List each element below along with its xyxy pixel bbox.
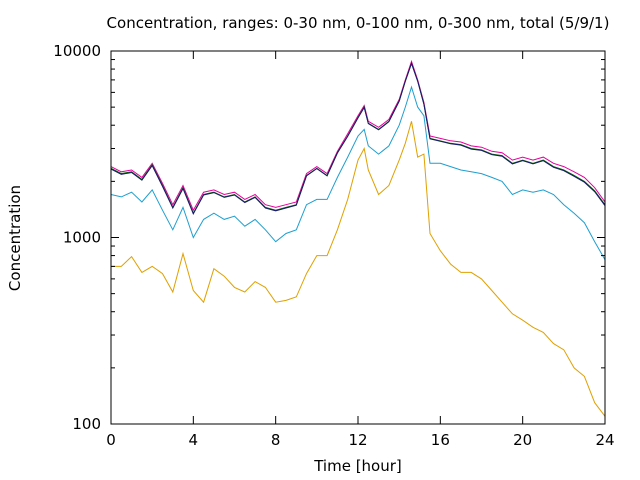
x-axis-label: Time [hour] [313,457,402,475]
plot-frame [110,50,606,425]
x-tick-label: 20 [513,431,532,449]
x-tick-label: 0 [106,431,116,449]
x-tick-label: 16 [431,431,450,449]
series-line-5 [111,121,606,417]
y-axis-label: Concentration [6,185,24,291]
x-axis: 0 4 8 12 16 20 24 [106,51,615,449]
y-axis: 100 1000 10000 [53,42,605,433]
series-line-3 [110,61,606,215]
y-tick-label: 10000 [53,42,101,60]
plot-series [110,59,606,417]
y-tick-label: 1000 [63,229,101,247]
x-tick-label: 12 [348,431,367,449]
series-line-4 [110,85,606,260]
x-tick-label: 8 [271,431,281,449]
y-tick-label: 100 [72,415,101,433]
x-tick-label: 24 [595,431,614,449]
chart-title: Concentration, ranges: 0-30 nm, 0-100 nm… [107,14,610,32]
x-tick-label: 4 [189,431,199,449]
